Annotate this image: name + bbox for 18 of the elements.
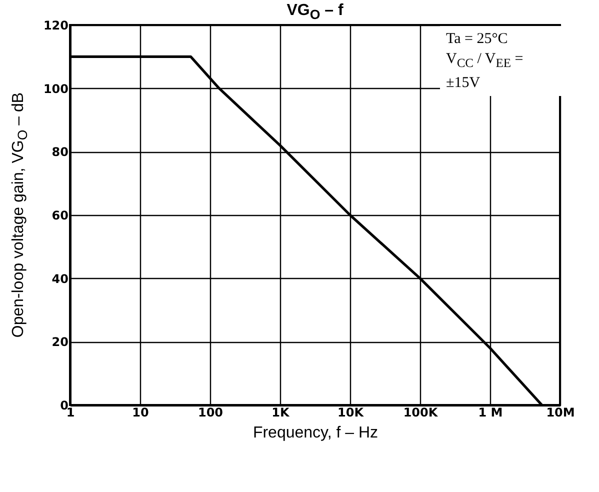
y-tick-label: 100 [43, 82, 68, 96]
x-tick-label: 10M [546, 406, 575, 420]
y-tick-label: 120 [43, 18, 68, 32]
x-tick-label: 100 [198, 406, 224, 420]
x-tick-label: 100K [403, 406, 438, 420]
y-tick-label: 80 [52, 145, 68, 160]
chart-title: VG$_{O}$ – f [286, 2, 344, 22]
x-tick-label: 1K [272, 406, 290, 420]
annotation: Ta = 25°C [446, 30, 509, 49]
y-tick-label: 60 [52, 208, 68, 222]
x-tick-label: 10K [338, 406, 364, 420]
x-tick-label: 10 [132, 406, 149, 420]
x-axis-title: Frequency, f – Hz [252, 424, 378, 442]
y-tick-label: 40 [52, 272, 68, 286]
y-tick-label: 20 [52, 335, 68, 350]
x-tick-label: 1 M [478, 406, 503, 420]
text: V$_{CC}$ / V$_{EE}$ = ±15V [446, 51, 524, 91]
y-tick-label: 0 [60, 398, 68, 412]
